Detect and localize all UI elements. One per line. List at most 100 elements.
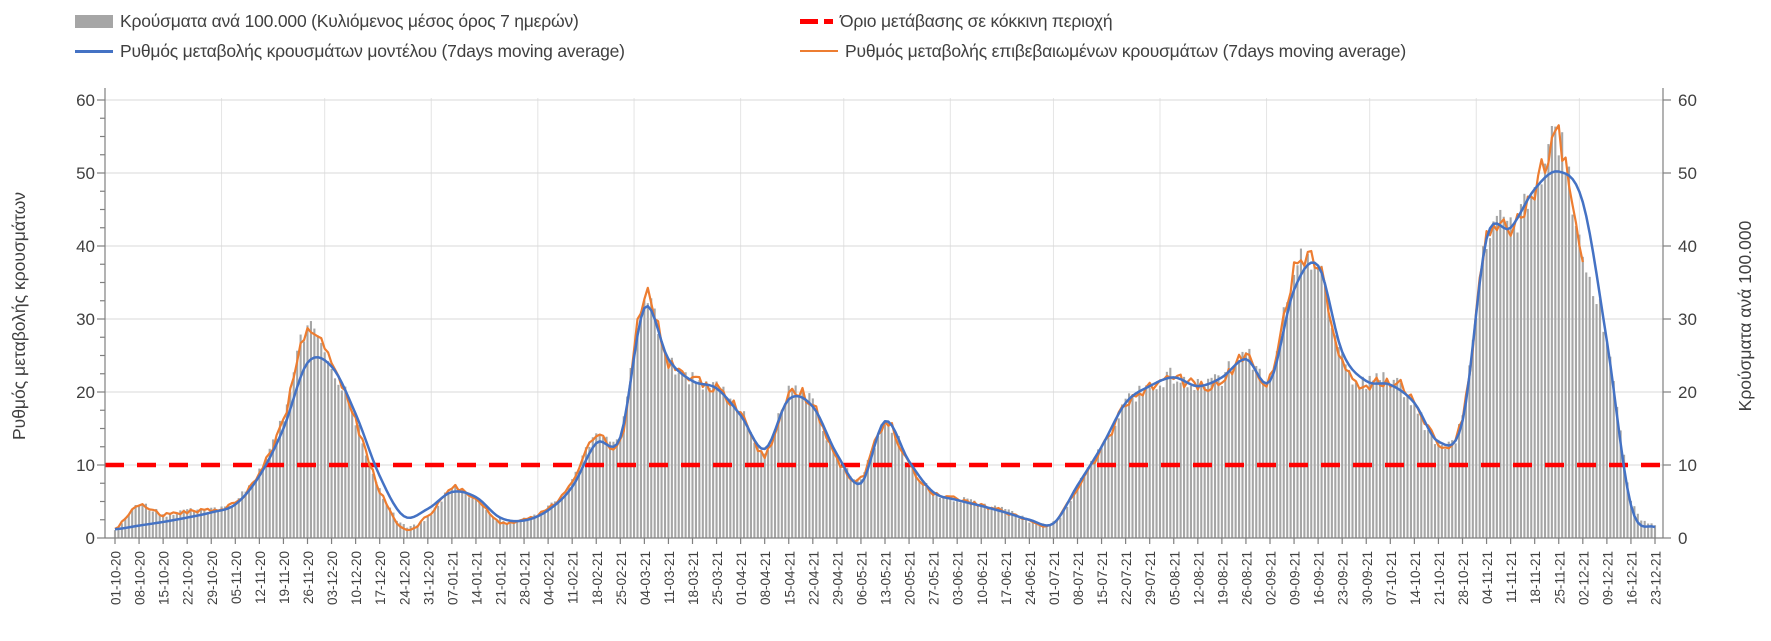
bar <box>502 521 505 538</box>
bar <box>591 437 594 538</box>
bar <box>485 510 488 538</box>
bar <box>1468 365 1471 538</box>
x-tick-label: 23-09-21 <box>1336 551 1351 605</box>
bar <box>928 487 931 538</box>
bar <box>1179 382 1182 538</box>
y-axis-title-left: Ρυθμός μεταβολής κρουσμάτων <box>9 192 29 440</box>
x-tick-label: 25-03-21 <box>710 551 725 605</box>
bar <box>144 503 147 538</box>
bar <box>1052 521 1055 538</box>
bar <box>859 479 862 538</box>
bar <box>1000 506 1003 538</box>
bar <box>1330 328 1333 538</box>
bar <box>760 450 763 538</box>
x-tick-label: 29-10-20 <box>205 551 220 605</box>
bar <box>1073 490 1076 538</box>
bar <box>478 500 481 538</box>
bar <box>653 308 656 538</box>
bar <box>1351 384 1354 538</box>
bar <box>1633 506 1636 538</box>
bar <box>1420 412 1423 538</box>
y-tick-label-right: 0 <box>1678 529 1687 548</box>
bar <box>822 431 825 538</box>
bar <box>1403 397 1406 538</box>
bar <box>1196 378 1199 538</box>
bar <box>925 482 928 538</box>
bar <box>773 429 777 538</box>
bar <box>1289 293 1292 538</box>
bar <box>1024 519 1027 538</box>
bar <box>1629 500 1632 538</box>
bar <box>1227 361 1230 538</box>
bar <box>1568 166 1571 538</box>
bar <box>536 516 539 538</box>
bar <box>1616 406 1619 538</box>
bar <box>1413 402 1416 538</box>
bar <box>1361 376 1364 538</box>
bar <box>650 298 653 538</box>
bar <box>722 386 725 538</box>
bar <box>1148 387 1151 538</box>
bar <box>1234 365 1237 538</box>
bar <box>278 420 282 538</box>
bar <box>932 494 935 538</box>
bar <box>732 402 735 538</box>
bar <box>608 441 612 538</box>
bar <box>1176 381 1179 538</box>
bar <box>1069 501 1072 538</box>
bar <box>375 481 378 538</box>
bar <box>196 509 199 538</box>
bar <box>1602 331 1605 538</box>
bar <box>993 505 997 538</box>
bar <box>533 514 536 538</box>
bar <box>588 446 591 538</box>
bar <box>309 321 312 538</box>
legend-item-confirmed-line: Ρυθμός μεταβολής επιβεβαιωμένων κρουσμάτ… <box>800 40 1406 62</box>
bar <box>705 381 708 538</box>
bar <box>1048 525 1052 538</box>
bar <box>1454 443 1457 538</box>
bar <box>784 405 787 538</box>
bar <box>1605 343 1608 538</box>
bar <box>426 516 429 538</box>
bar <box>189 508 192 538</box>
bar <box>299 334 302 538</box>
bar <box>1238 359 1241 538</box>
bar <box>1647 523 1650 538</box>
bar <box>1165 371 1168 538</box>
x-tick-label: 26-08-21 <box>1239 551 1254 605</box>
bar <box>1416 413 1419 538</box>
x-tick-label: 29-04-21 <box>830 551 845 605</box>
bar <box>938 497 942 538</box>
bar <box>1530 195 1533 538</box>
bar <box>894 436 897 538</box>
bar <box>220 506 223 538</box>
x-tick-label: 17-06-21 <box>999 551 1014 605</box>
bar <box>708 387 711 538</box>
bar <box>598 435 601 538</box>
bar <box>1169 367 1172 538</box>
bar <box>1313 266 1316 538</box>
x-tick-label: 22-10-20 <box>181 551 196 605</box>
bar <box>1134 401 1137 538</box>
bar <box>1306 253 1309 538</box>
bar <box>388 507 392 538</box>
legend-item-cases-bar: Κρούσματα ανά 100.000 (Κυλιόμενος μέσος … <box>75 10 579 32</box>
bar <box>639 311 642 538</box>
bar <box>1430 433 1433 538</box>
bar <box>402 524 405 538</box>
bar <box>701 389 704 538</box>
bar <box>1055 520 1058 538</box>
bar <box>1203 386 1206 538</box>
y-tick-label-right: 40 <box>1678 237 1697 256</box>
bar <box>949 496 952 538</box>
bar <box>1317 266 1320 538</box>
bar <box>1152 389 1155 538</box>
bar <box>1138 385 1141 538</box>
bar <box>1334 335 1337 538</box>
bar <box>203 509 206 538</box>
bar <box>825 440 828 538</box>
bar <box>688 384 691 538</box>
bar <box>976 504 979 538</box>
bar <box>694 382 697 538</box>
